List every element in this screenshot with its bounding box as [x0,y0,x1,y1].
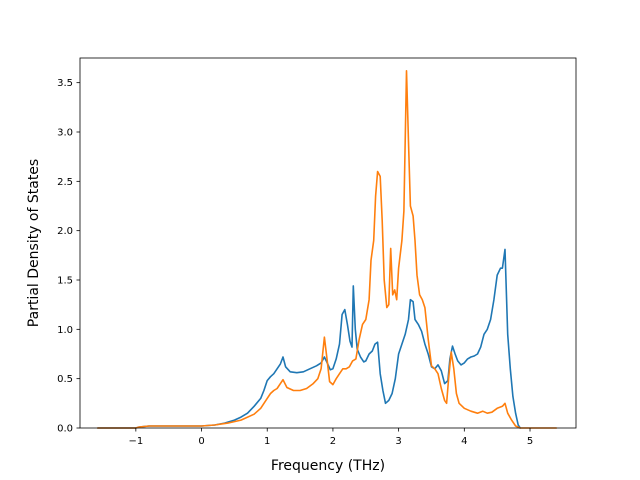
y-tick-label: 1.5 [57,276,73,287]
x-tick-label: 5 [527,436,533,447]
y-tick-label: 0.5 [57,374,73,385]
plot-frame [79,57,577,429]
y-tick-label: 2.0 [57,226,73,237]
series-line-2 [96,70,558,429]
x-tick-label: 0 [198,436,204,447]
x-tick-label: −1 [128,436,143,447]
x-axis-label: Frequency (THz) [271,458,385,474]
y-tick-label: 3.5 [57,78,73,89]
y-axis: 0.0 0.5 1.0 1.5 2.0 2.5 3.0 3.5 [57,78,80,435]
x-tick-label: 4 [461,436,467,447]
series-line-1 [96,248,521,429]
x-tick-label: 1 [264,436,270,447]
x-axis: −1 0 1 2 3 4 5 [128,428,533,447]
x-tick-label: 3 [395,436,401,447]
y-tick-label: 2.5 [57,177,73,188]
x-tick-label: 2 [330,436,336,447]
y-axis-label: Partial Density of States [26,159,42,327]
y-tick-label: 1.0 [57,325,73,336]
series-layer [96,70,558,429]
y-tick-label: 0.0 [57,424,73,435]
y-tick-label: 3.0 [57,128,73,139]
